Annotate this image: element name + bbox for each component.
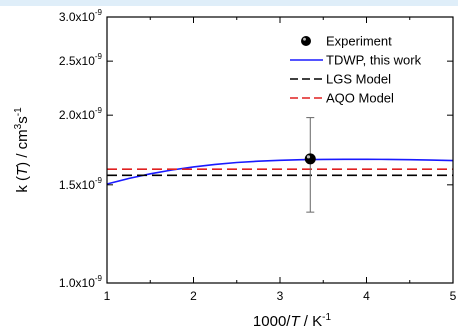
legend-label: Experiment xyxy=(326,34,392,49)
y-tick-label: 3.0x10-9 xyxy=(59,8,103,24)
data-point xyxy=(304,153,316,165)
x-tick-label: 5 xyxy=(450,289,457,303)
data-point-highlight xyxy=(306,155,311,159)
axes: 1 2 3 4 51.0x10-91.5x10-92.0x10-92.5x10-93.0… xyxy=(13,8,457,330)
legend: Experiment TDWP, this work LGS Model AQO Mo… xyxy=(290,34,422,106)
x-axis-title-var: T xyxy=(290,313,301,330)
x-axis-title: 1000/T / K-1 xyxy=(253,312,332,330)
y-tick-exponent: -9 xyxy=(95,8,103,17)
y-axis-title-sup2: -1 xyxy=(13,107,24,116)
y-tick-mantissa: 1.0x10 xyxy=(59,276,95,290)
legend-marker-highlight xyxy=(303,37,306,41)
top-band xyxy=(0,0,458,6)
y-axis-title-sup1: 3 xyxy=(13,123,24,129)
series-line-1 xyxy=(106,158,454,185)
x-axis-title-text: 1000/ xyxy=(253,313,291,330)
plot-area xyxy=(106,117,454,213)
x-tick-label: 2 xyxy=(190,289,197,303)
legend-label: TDWP, this work xyxy=(326,53,422,68)
y-tick-mantissa: 1.5x10 xyxy=(59,178,95,192)
y-tick-mantissa: 2.5x10 xyxy=(59,54,95,68)
y-tick-mantissa: 2.0x10 xyxy=(59,108,95,122)
legend-marker xyxy=(301,36,311,46)
y-tick-label: 2.5x10-9 xyxy=(59,52,103,68)
y-tick-label: 2.0x10-9 xyxy=(59,106,103,122)
x-axis-title-unit: / K xyxy=(300,313,323,330)
y-axis-title-unit2: s xyxy=(14,116,31,124)
y-axis-title-text: k ( xyxy=(14,176,31,193)
x-tick-label: 4 xyxy=(363,289,370,303)
y-tick-mantissa: 3.0x10 xyxy=(59,10,95,24)
y-axis-title: k (T) / cm3s-1 xyxy=(13,107,31,193)
y-tick-exponent: -9 xyxy=(95,176,103,185)
y-tick-label: 1.0x10-9 xyxy=(59,274,103,290)
y-axis-title-var: T xyxy=(14,165,31,176)
y-tick-exponent: -9 xyxy=(95,106,103,115)
y-tick-exponent: -9 xyxy=(95,274,103,283)
y-tick-exponent: -9 xyxy=(95,52,103,61)
legend-label: AQO Model xyxy=(326,91,394,106)
x-axis-title-sup: -1 xyxy=(322,312,331,323)
x-tick-label: 1 xyxy=(104,289,111,303)
y-axis-title-unit: ) / cm xyxy=(14,129,31,167)
x-tick-label: 3 xyxy=(277,289,284,303)
y-tick-label: 1.5x10-9 xyxy=(59,176,103,192)
legend-label: LGS Model xyxy=(326,72,391,87)
